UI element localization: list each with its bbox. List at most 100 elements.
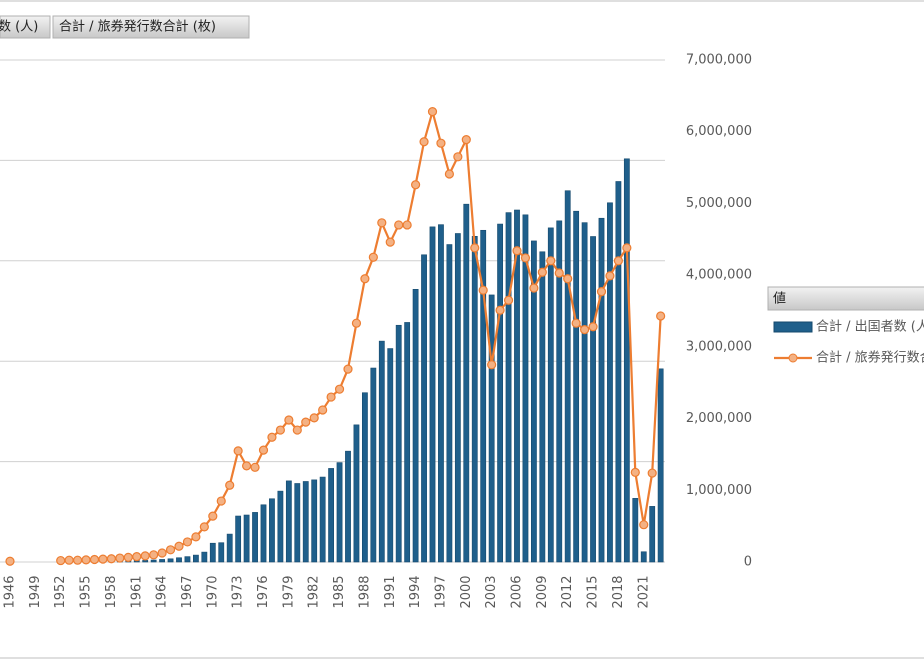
- marker: [258, 445, 269, 455]
- x-tick-label: 2018: [611, 575, 626, 608]
- bar: [142, 560, 149, 563]
- field-button[interactable]: [0, 15, 51, 39]
- marker: [596, 287, 607, 297]
- y2-tick-label: 6,000,000: [686, 124, 752, 139]
- x-tick-label: 2015: [586, 575, 601, 608]
- marker: [326, 392, 336, 402]
- bar: [471, 236, 478, 563]
- x-tick-label: 1982: [307, 575, 322, 608]
- bar: [319, 476, 326, 563]
- bar: [488, 294, 495, 563]
- marker: [72, 555, 83, 565]
- bar: [311, 479, 318, 563]
- bar: [556, 220, 563, 563]
- bar: [547, 227, 554, 563]
- y2-tick-label: 5,000,000: [686, 196, 752, 211]
- marker: [554, 268, 564, 278]
- legend-title: 値: [773, 291, 786, 307]
- bar: [404, 322, 411, 563]
- bar: [539, 251, 546, 563]
- bar: [361, 392, 368, 563]
- marker: [334, 384, 345, 394]
- marker: [56, 555, 66, 566]
- field-button-label[interactable]: 合計 / 旅券発行数合計 (枚): [59, 19, 216, 35]
- x-tick-label: 1952: [53, 575, 68, 608]
- bar: [514, 209, 520, 563]
- marker: [182, 537, 193, 547]
- marker: [360, 274, 370, 284]
- bar: [438, 224, 444, 563]
- bar: [150, 559, 157, 563]
- marker: [106, 554, 117, 564]
- bar: [353, 424, 360, 563]
- bar: [657, 368, 664, 563]
- marker: [520, 253, 531, 263]
- x-tick-label: 1967: [180, 575, 195, 608]
- bar: [193, 554, 199, 563]
- marker: [343, 364, 353, 374]
- marker: [132, 552, 142, 562]
- marker: [546, 256, 556, 266]
- x-tick-label: 2000: [459, 575, 474, 608]
- y2-tick-label: 7,000,000: [686, 53, 752, 68]
- marker: [436, 138, 446, 148]
- bar: [209, 542, 216, 563]
- bar: [615, 181, 622, 563]
- marker: [613, 256, 624, 266]
- bar: [412, 289, 419, 563]
- field-button[interactable]: [52, 15, 250, 39]
- marker: [529, 283, 539, 293]
- marker: [351, 318, 362, 328]
- marker: [495, 305, 505, 315]
- bar: [184, 556, 191, 563]
- y2-tick-label: 0: [744, 555, 752, 570]
- marker: [537, 267, 547, 277]
- bar: [480, 229, 487, 563]
- bar: [640, 551, 647, 563]
- marker: [622, 243, 632, 253]
- bar: [159, 559, 165, 563]
- x-tick-label: 1955: [79, 575, 94, 608]
- bar: [218, 542, 225, 563]
- marker: [394, 220, 404, 230]
- marker: [216, 496, 226, 506]
- bar: [378, 340, 385, 563]
- marker: [140, 551, 150, 561]
- y2-tick-label: 1,000,000: [686, 483, 752, 498]
- marker: [478, 285, 488, 295]
- legend-marker: [788, 353, 798, 363]
- bar: [201, 551, 208, 563]
- x-tick-label: 2006: [510, 575, 525, 608]
- bar: [623, 158, 630, 563]
- bar: [429, 226, 436, 563]
- x-tick-label: 1994: [408, 575, 423, 608]
- bar: [370, 367, 377, 563]
- legend-header: [767, 286, 924, 311]
- marker: [242, 461, 252, 471]
- marker: [199, 522, 209, 532]
- bar: [294, 483, 301, 563]
- x-tick-label: 1985: [332, 575, 347, 608]
- bar: [497, 223, 503, 563]
- bar: [235, 515, 242, 563]
- marker: [98, 554, 108, 564]
- bar: [269, 498, 275, 563]
- legend-swatch: [773, 321, 813, 333]
- x-tick-label: 1979: [281, 575, 296, 608]
- bar: [285, 480, 292, 563]
- bar: [581, 222, 588, 563]
- marker: [225, 480, 235, 490]
- x-tick-label: 2003: [484, 575, 499, 608]
- marker: [630, 467, 640, 477]
- legend-label: 合計 / 出国者数 (人): [816, 319, 924, 335]
- bar: [328, 468, 334, 563]
- x-tick-label: 1991: [383, 575, 398, 608]
- bar: [446, 244, 453, 563]
- field-button-label[interactable]: 数 (人): [0, 20, 38, 35]
- line: [60, 107, 662, 562]
- x-tick-label: 1964: [155, 575, 170, 608]
- bar: [421, 254, 427, 563]
- marker: [512, 246, 522, 256]
- marker: [503, 295, 514, 305]
